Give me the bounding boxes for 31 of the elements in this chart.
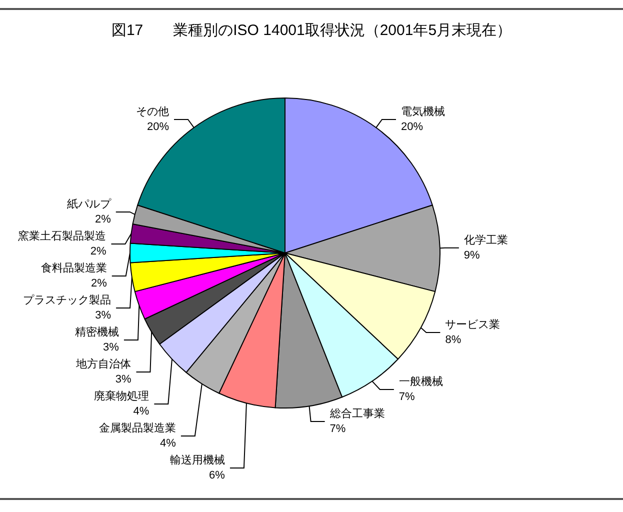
data-label: 3%	[115, 373, 132, 386]
data-label: 2%	[94, 213, 112, 226]
data-label: 3%	[95, 309, 112, 322]
data-label: 7%	[330, 422, 346, 435]
data-label: 20%	[146, 121, 170, 134]
slice-label: 窯業土石製品製造	[18, 229, 106, 242]
data-label: 9%	[464, 249, 480, 262]
slice-label: 金属製品製造業	[98, 421, 176, 434]
slice-label: プラスチック製品	[23, 293, 112, 306]
data-label: 20%	[400, 121, 424, 134]
slice-label: 精密機械	[74, 325, 119, 338]
slice-label: 食料品製造業	[40, 261, 107, 274]
data-label: 8%	[445, 334, 462, 346]
slice-label: サービス業	[445, 318, 500, 331]
data-label: 7%	[398, 390, 416, 403]
data-label: 2%	[90, 245, 106, 258]
data-label: 4%	[133, 405, 150, 418]
chart-title: 図17 業種別のISO 14001取得状況（2001年5月末現在）	[111, 22, 512, 39]
data-label: 6%	[209, 469, 226, 482]
slice-label: 化学工業	[464, 234, 508, 246]
slice-label: 廃棄物処理	[94, 389, 150, 402]
slice-label: 地方自治体	[75, 357, 132, 370]
slice-label: 総合工事業	[328, 406, 385, 420]
slice-label: 一般機械	[398, 374, 443, 388]
data-label: 2%	[90, 277, 108, 290]
slice-label: その他	[136, 106, 170, 118]
slice-label: 電気機械	[400, 105, 445, 118]
slice-label: 紙パルプ	[66, 197, 112, 210]
data-label: 3%	[103, 341, 120, 354]
slice-label: 輸送用機械	[170, 453, 225, 466]
data-label: 4%	[160, 437, 176, 450]
